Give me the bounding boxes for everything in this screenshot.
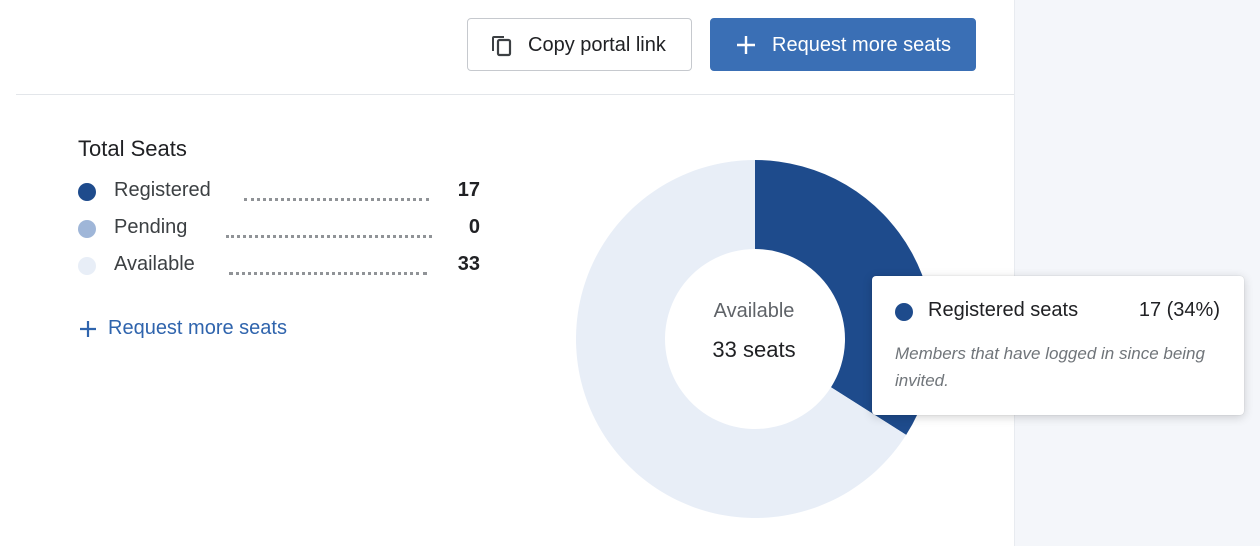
available-dot (78, 257, 96, 275)
tooltip-description: Members that have logged in since being … (895, 344, 1205, 390)
donut-center-label: Available (713, 300, 795, 322)
donut-center-summary: Available 33 seats (674, 300, 834, 363)
registered-dot (78, 183, 96, 201)
legend-label-pending: Pending (114, 216, 188, 238)
donut-segment-available[interactable] (576, 160, 907, 518)
dotted-leader (244, 177, 429, 201)
legend-value-available: 33 (457, 253, 480, 275)
copy-portal-link-button[interactable]: Copy portal link (467, 18, 692, 71)
request-more-seats-link-label: Request more seats (108, 317, 287, 339)
legend-row-registered: Registered 17 (78, 177, 480, 205)
tooltip-value: 17 (34%) (1138, 299, 1220, 321)
plus-icon (734, 33, 758, 57)
tooltip-label: Registered seats (928, 299, 1079, 321)
pending-dot (78, 220, 96, 238)
main-panel: Copy portal link Request more seats Tota… (0, 0, 1014, 518)
request-more-seats-label: Request more seats (772, 34, 951, 56)
donut-center-value: 33 seats (712, 337, 796, 362)
toolbar: Copy portal link Request more seats (0, 0, 1014, 95)
dotted-leader (229, 251, 427, 275)
tooltip-dot (895, 303, 913, 321)
copy-portal-link-label: Copy portal link (528, 34, 666, 56)
side-panel (1014, 0, 1260, 546)
plus-icon (78, 319, 98, 339)
toolbar-divider (16, 94, 1014, 95)
dotted-leader (226, 214, 432, 238)
copy-icon (489, 32, 515, 58)
legend-label-registered: Registered (114, 179, 211, 201)
legend-row-available: Available 33 (78, 251, 480, 279)
request-more-seats-button[interactable]: Request more seats (710, 18, 976, 71)
legend-row-pending: Pending 0 (78, 214, 480, 242)
legend-value-registered: 17 (457, 179, 480, 201)
legend-value-pending: 0 (468, 216, 480, 238)
total-seats-title: Total Seats (78, 136, 187, 161)
legend-label-available: Available (114, 253, 195, 275)
segment-tooltip: Registered seats 17 (34%) Members that h… (872, 276, 1244, 415)
